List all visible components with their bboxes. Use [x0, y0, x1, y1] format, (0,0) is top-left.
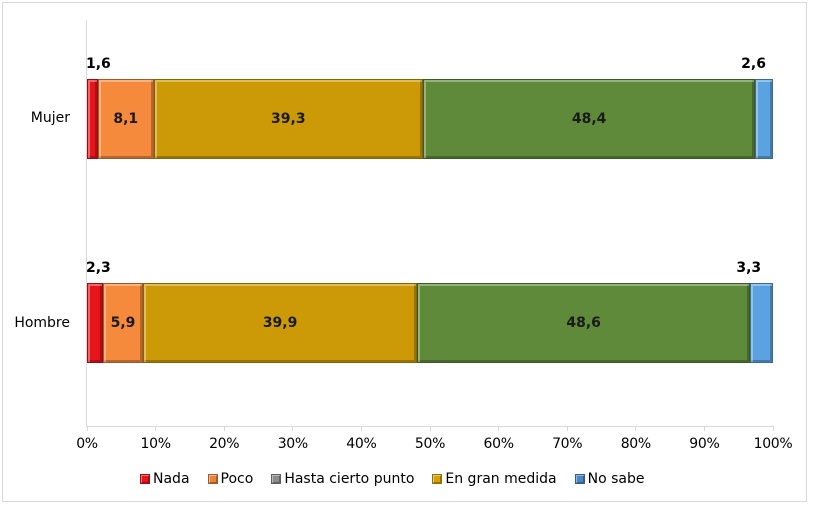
x-tick: [86, 426, 88, 431]
x-tick-label: 30%: [277, 436, 309, 452]
x-tick-label: 0%: [76, 436, 98, 452]
legend-swatch-icon: [574, 474, 585, 484]
legend-swatch-icon: [432, 474, 443, 484]
x-tick-label: 20%: [209, 436, 240, 452]
bar-segment-nada: [87, 283, 103, 363]
legend-item-poco: Poco: [207, 471, 254, 487]
x-tick-label: 40%: [346, 436, 377, 452]
bar-segment-poco: 5,9: [102, 283, 144, 363]
x-tick: [703, 426, 705, 431]
legend-item-no-sabe: No sabe: [574, 471, 645, 487]
legend-label: No sabe: [587, 471, 645, 487]
chart-frame: [2, 2, 807, 502]
data-label: 39,9: [262, 315, 298, 331]
y-axis-line: [86, 20, 87, 427]
legend-label: En gran medida: [445, 471, 557, 487]
data-label-outside: 2,6: [741, 56, 766, 72]
data-label: 39,3: [271, 111, 306, 127]
x-tick-label: 60%: [483, 436, 514, 452]
bar-segment-hasta-cierto-punto: 39,3: [153, 79, 424, 159]
legend-item-en-gran-medida: En gran medida: [432, 471, 557, 487]
x-tick-label: 100%: [753, 436, 793, 452]
x-tick: [223, 426, 225, 431]
x-tick-label: 50%: [414, 436, 446, 452]
x-tick: [635, 426, 637, 431]
legend-swatch-icon: [140, 474, 150, 484]
x-tick: [429, 426, 431, 431]
x-tick-label: 70%: [552, 436, 583, 452]
x-tick-label: 90%: [689, 436, 720, 452]
bar-segment-hasta-cierto-punto: 39,9: [143, 283, 417, 363]
bar-hombre: 5,9 39,9 48,6: [87, 283, 773, 363]
legend-item-nada: Nada: [140, 471, 190, 487]
data-label: 48,6: [566, 315, 601, 331]
data-label-outside: 3,3: [736, 260, 762, 276]
legend-swatch-icon: [271, 474, 282, 484]
data-label-outside: 1,6: [86, 56, 111, 72]
bar-segment-en-gran-medida: 48,6: [416, 283, 751, 363]
x-tick-label: 80%: [620, 436, 652, 452]
x-tick: [292, 426, 294, 431]
x-tick: [772, 426, 774, 431]
legend-label: Poco: [220, 471, 254, 487]
data-label-outside: 2,3: [86, 260, 111, 276]
x-tick-label: 10%: [140, 436, 171, 452]
x-tick: [566, 426, 568, 431]
x-tick: [155, 426, 157, 431]
data-label: 8,1: [113, 111, 139, 127]
category-label-mujer: Mujer: [30, 110, 70, 126]
data-label: 5,9: [110, 315, 136, 331]
legend-swatch-icon: [207, 474, 218, 484]
legend-item-hasta-cierto-punto: Hasta cierto punto: [271, 471, 414, 487]
bar-segment-poco: 8,1: [97, 79, 154, 159]
bar-segment-no-sabe: [750, 283, 773, 363]
bar-mujer: 8,1 39,3 48,4: [87, 79, 773, 159]
category-label-hombre: Hombre: [14, 315, 70, 331]
legend-label: Hasta cierto punto: [284, 471, 415, 487]
x-tick: [360, 426, 362, 431]
x-tick: [498, 426, 500, 431]
bar-segment-nada: [87, 79, 98, 159]
data-label: 48,4: [571, 111, 607, 127]
legend: Nada Poco Hasta cierto punto En gran medida…: [140, 471, 644, 487]
bar-segment-en-gran-medida: 48,4: [423, 79, 756, 159]
bar-segment-no-sabe: [755, 79, 773, 159]
legend-label: Nada: [153, 471, 190, 487]
